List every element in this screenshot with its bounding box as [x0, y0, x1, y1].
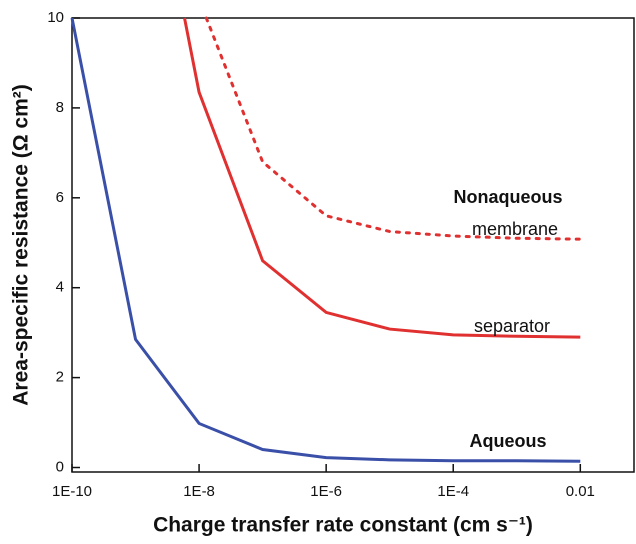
annotation: separator [474, 316, 550, 336]
series-line [183, 17, 581, 339]
series-line [70, 17, 581, 463]
annotation: Aqueous [469, 431, 546, 451]
y-tick-label: 8 [56, 99, 64, 116]
y-tick-label: 2 [56, 369, 64, 386]
y-tick-label: 4 [56, 279, 64, 296]
plot-frame [71, 17, 635, 473]
series-line [204, 16, 582, 241]
x-tick-label: 1E-10 [52, 483, 92, 500]
y-tick-label: 0 [56, 458, 64, 475]
annotation: Nonaqueous [453, 187, 562, 207]
y-axis-label: Area-specific resistance (Ω cm²) [10, 84, 33, 405]
x-tick-label: 1E-6 [310, 483, 342, 500]
x-axis-label: Charge transfer rate constant (cm s⁻¹) [153, 514, 533, 537]
x-tick-label: 1E-8 [183, 483, 215, 500]
x-tick-label: 0.01 [566, 483, 595, 500]
y-tick-label: 10 [47, 9, 64, 26]
y-tick-label: 6 [56, 189, 64, 206]
x-tick-label: 1E-4 [437, 483, 469, 500]
annotation: membrane [472, 219, 558, 239]
